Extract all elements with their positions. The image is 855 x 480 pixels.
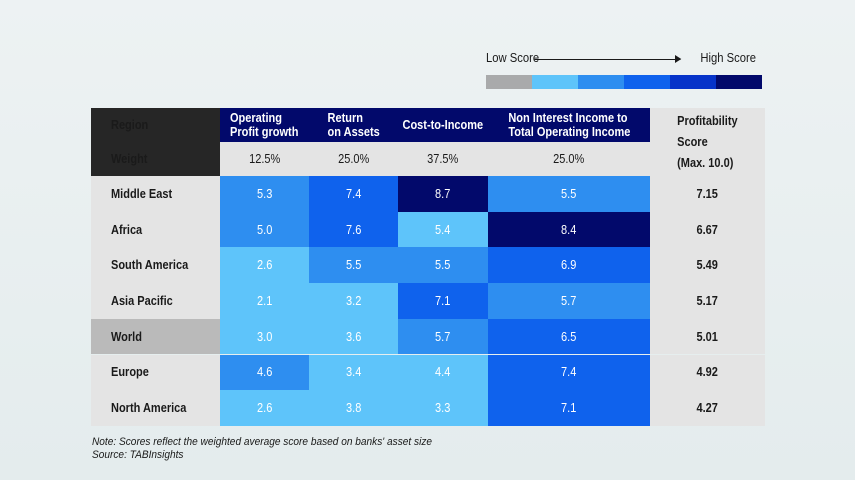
- header-column-1: Operating Profit growth: [220, 108, 309, 142]
- value-cell: 7.6: [309, 211, 398, 248]
- legend-swatch-3: [578, 75, 624, 89]
- value-cell: 8.7: [398, 176, 488, 212]
- profitability-score: 4.27: [650, 390, 765, 426]
- footnote: Note: Scores reflect the weighted averag…: [92, 436, 462, 462]
- header-column-2: Return on Assets: [309, 108, 398, 142]
- value-cell: 4.6: [220, 354, 309, 391]
- region-label: South America: [91, 247, 220, 284]
- value-cell: 3.2: [309, 283, 398, 319]
- value-cell: 5.4: [398, 211, 488, 248]
- value-cell: 3.8: [309, 390, 398, 426]
- header-weight: Weight: [91, 142, 220, 176]
- value-cell: 5.7: [398, 318, 488, 355]
- value-cell: 6.5: [488, 318, 650, 355]
- value-cell: 4.4: [398, 354, 488, 391]
- profitability-score: 5.17: [650, 283, 765, 319]
- legend-high-label: High Score: [700, 51, 756, 65]
- source-text: Source: TABInsights: [92, 449, 184, 461]
- value-cell: 5.5: [398, 247, 488, 284]
- region-label: Middle East: [91, 176, 220, 212]
- legend-swatch-5: [670, 75, 716, 89]
- value-cell: 2.1: [220, 283, 309, 319]
- legend-labels: Low Score High Score: [486, 51, 756, 69]
- region-label: World: [91, 318, 220, 355]
- value-cell: 8.4: [488, 211, 650, 248]
- profitability-score: 5.01: [650, 318, 765, 355]
- value-cell: 6.9: [488, 247, 650, 284]
- weight-column-1: 12.5%: [220, 142, 309, 176]
- header-region: Region: [91, 108, 220, 142]
- legend-color-scale: [486, 75, 762, 89]
- value-cell: 2.6: [220, 247, 309, 284]
- region-label: Africa: [91, 211, 220, 248]
- value-cell: 7.4: [309, 176, 398, 212]
- value-cell: 3.3: [398, 390, 488, 426]
- profitability-score: 5.49: [650, 247, 765, 284]
- note-text: Note: Scores reflect the weighted averag…: [92, 436, 433, 448]
- value-cell: 3.6: [309, 318, 398, 355]
- profitability-score: 7.15: [650, 176, 765, 212]
- value-cell: 7.1: [488, 390, 650, 426]
- value-cell: 5.0: [220, 211, 309, 248]
- value-cell: 3.0: [220, 318, 309, 355]
- value-cell: 7.4: [488, 354, 650, 391]
- weight-column-2: 25.0%: [309, 142, 398, 176]
- header-column-4: Non Interest Income to Total Operating In…: [488, 108, 650, 142]
- profitability-table: Region Operating Profit growth Return on Ass…: [91, 108, 765, 426]
- value-cell: 5.5: [488, 176, 650, 212]
- legend-swatch-2: [532, 75, 578, 89]
- value-cell: 5.7: [488, 283, 650, 319]
- region-label: Europe: [91, 354, 220, 391]
- profitability-score: 6.67: [650, 211, 765, 248]
- value-cell: 3.4: [309, 354, 398, 391]
- value-cell: 2.6: [220, 390, 309, 426]
- header-profitability-score: Profitability Score (Max. 10.0): [650, 108, 765, 176]
- legend-swatch-1: [486, 75, 532, 89]
- region-label: North America: [91, 390, 220, 426]
- header-column-3: Cost-to-Income: [398, 108, 488, 142]
- legend-swatch-4: [624, 75, 670, 89]
- region-label: Asia Pacific: [91, 283, 220, 319]
- legend-swatch-6: [716, 75, 762, 89]
- value-cell: 5.3: [220, 176, 309, 212]
- profitability-score: 4.92: [650, 354, 765, 391]
- value-cell: 5.5: [309, 247, 398, 284]
- value-cell: 7.1: [398, 283, 488, 319]
- legend-low-label: Low Score: [486, 51, 540, 65]
- weight-column-4: 25.0%: [488, 142, 650, 176]
- weight-column-3: 37.5%: [398, 142, 488, 176]
- legend-arrow-icon: [534, 55, 682, 63]
